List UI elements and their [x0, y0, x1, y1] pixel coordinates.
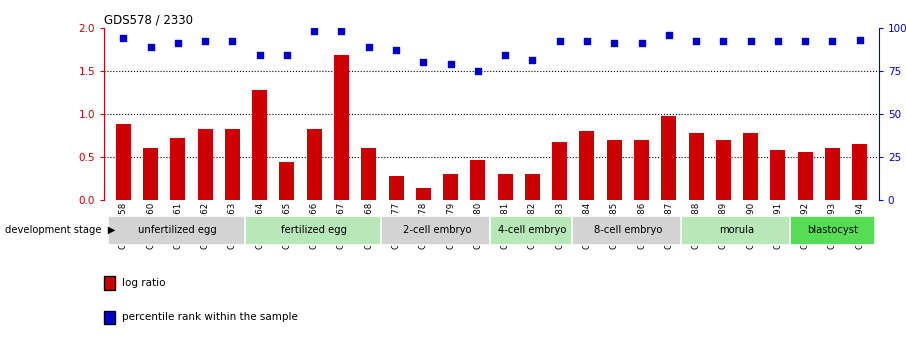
Bar [252, 90, 267, 200]
Bar [416, 188, 431, 200]
Point [825, 39, 840, 44]
Point [307, 28, 322, 34]
Bar [853, 144, 867, 200]
Point [198, 39, 212, 44]
Point [470, 68, 485, 73]
Bar [443, 174, 458, 200]
Text: unfertilized egg: unfertilized egg [139, 225, 217, 235]
Point [225, 39, 239, 44]
Bar [790, 216, 874, 245]
Bar [797, 152, 813, 200]
Text: percentile rank within the sample: percentile rank within the sample [122, 313, 298, 322]
Point [580, 39, 594, 44]
Point [853, 37, 867, 42]
Bar [225, 129, 240, 200]
Point [416, 59, 430, 65]
Bar [490, 216, 574, 245]
Point [689, 39, 703, 44]
Text: development stage  ▶: development stage ▶ [5, 225, 115, 235]
Point [143, 44, 158, 49]
Point [334, 28, 349, 34]
Point [280, 52, 294, 58]
Bar [361, 148, 376, 200]
Point [170, 40, 185, 46]
Text: 2-cell embryo: 2-cell embryo [402, 225, 471, 235]
Point [253, 52, 267, 58]
Bar [307, 129, 322, 200]
Text: GDS578 / 2330: GDS578 / 2330 [104, 13, 193, 27]
Bar [497, 174, 513, 200]
Bar [634, 140, 649, 200]
Point [116, 35, 130, 41]
Bar [198, 129, 213, 200]
Point [607, 40, 622, 46]
Bar [334, 55, 349, 200]
Bar [279, 162, 294, 200]
Bar [552, 142, 567, 200]
Point [716, 39, 730, 44]
Text: 8-cell embryo: 8-cell embryo [593, 225, 662, 235]
Bar [770, 150, 786, 200]
Bar [245, 216, 384, 245]
Text: morula: morula [719, 225, 755, 235]
Bar [743, 133, 758, 200]
Point [361, 44, 376, 49]
Bar [689, 133, 704, 200]
Bar [661, 116, 676, 200]
Text: log ratio: log ratio [122, 278, 166, 288]
Text: blastocyst: blastocyst [807, 225, 858, 235]
Bar [109, 216, 247, 245]
Point [634, 40, 649, 46]
Bar [143, 148, 158, 200]
Bar [580, 131, 594, 200]
Text: fertilized egg: fertilized egg [281, 225, 347, 235]
Point [553, 39, 567, 44]
Bar [470, 159, 486, 200]
Bar [825, 148, 840, 200]
Bar [525, 174, 540, 200]
Bar [116, 124, 130, 200]
Bar [572, 216, 684, 245]
Bar [170, 138, 186, 200]
Point [443, 61, 458, 67]
Bar [716, 140, 731, 200]
Point [498, 52, 513, 58]
Bar [381, 216, 493, 245]
Point [661, 32, 676, 37]
Bar [389, 176, 403, 200]
Point [798, 39, 813, 44]
Bar [607, 140, 622, 200]
Point [771, 39, 786, 44]
Bar [681, 216, 793, 245]
Text: 4-cell embryo: 4-cell embryo [498, 225, 566, 235]
Point [525, 58, 540, 63]
Point [744, 39, 758, 44]
Point [389, 47, 403, 53]
